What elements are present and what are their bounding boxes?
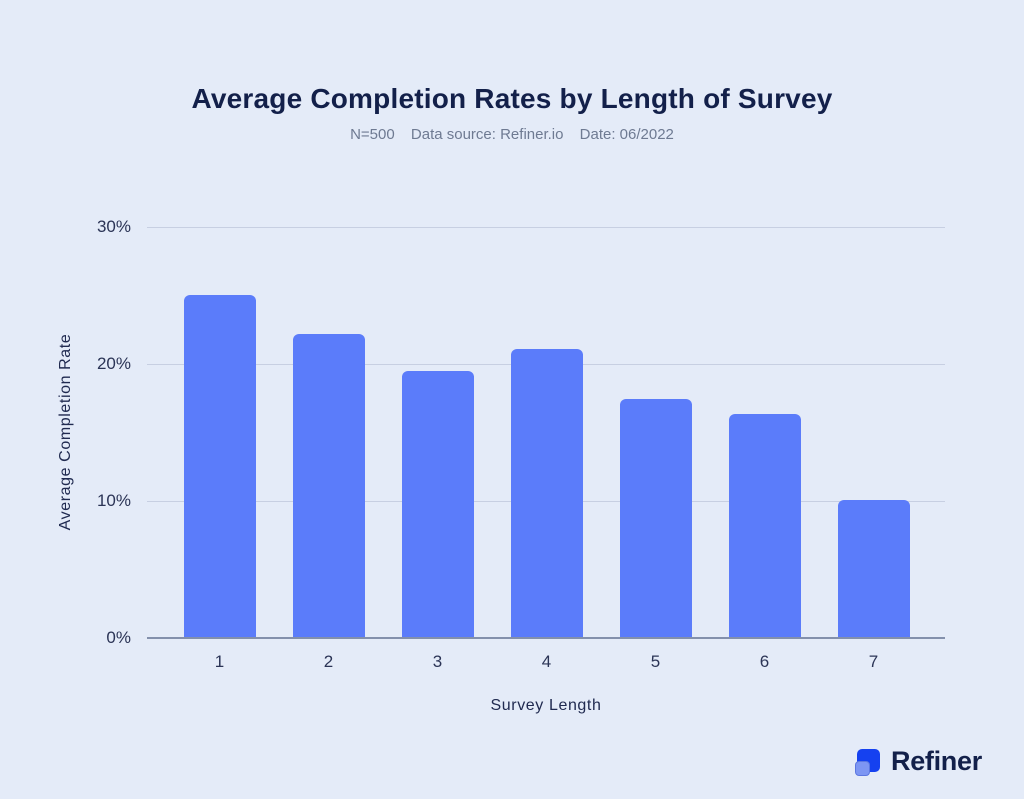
x-tick-label-7: 7: [868, 652, 879, 671]
chart-title: Average Completion Rates by Length of Su…: [191, 83, 833, 114]
chart-subtitle: N=500 Data source: Refiner.io Date: 06/2…: [0, 126, 1024, 143]
subtitle-data-source: Data source: Refiner.io: [410, 126, 564, 143]
bar-survey-length-6: [728, 413, 801, 637]
bar-survey-length-7: [837, 500, 910, 637]
y-tick-label-20%: 20%: [96, 354, 131, 373]
bar-survey-length-1: [183, 294, 256, 637]
x-axis-line: [147, 637, 945, 639]
gridline-30%: [147, 227, 945, 228]
y-tick-label-0%: 0%: [106, 628, 131, 647]
logo-small-square: [855, 761, 870, 776]
x-tick-label-3: 3: [432, 652, 443, 671]
y-tick-label-10%: 10%: [96, 491, 131, 510]
refiner-logo-icon: [852, 743, 882, 779]
bar-survey-length-5: [619, 398, 692, 637]
bar-survey-length-2: [292, 334, 365, 637]
bar-survey-length-3: [401, 371, 474, 637]
x-tick-label-5: 5: [650, 652, 661, 671]
plot-area: [147, 227, 945, 639]
refiner-logo-text: Refiner: [891, 745, 982, 776]
x-tick-label-4: 4: [541, 652, 552, 671]
subtitle-sample-size: N=500: [350, 126, 395, 143]
x-tick-label-1: 1: [214, 652, 225, 671]
refiner-logo: Refiner: [852, 743, 982, 779]
x-tick-label-2: 2: [323, 652, 334, 671]
x-tick-label-6: 6: [759, 652, 770, 671]
subtitle-date: Date: 06/2022: [579, 126, 674, 143]
y-tick-label-30%: 30%: [96, 217, 131, 236]
x-axis-title: Survey Length: [490, 697, 602, 714]
bar-survey-length-4: [510, 349, 583, 637]
